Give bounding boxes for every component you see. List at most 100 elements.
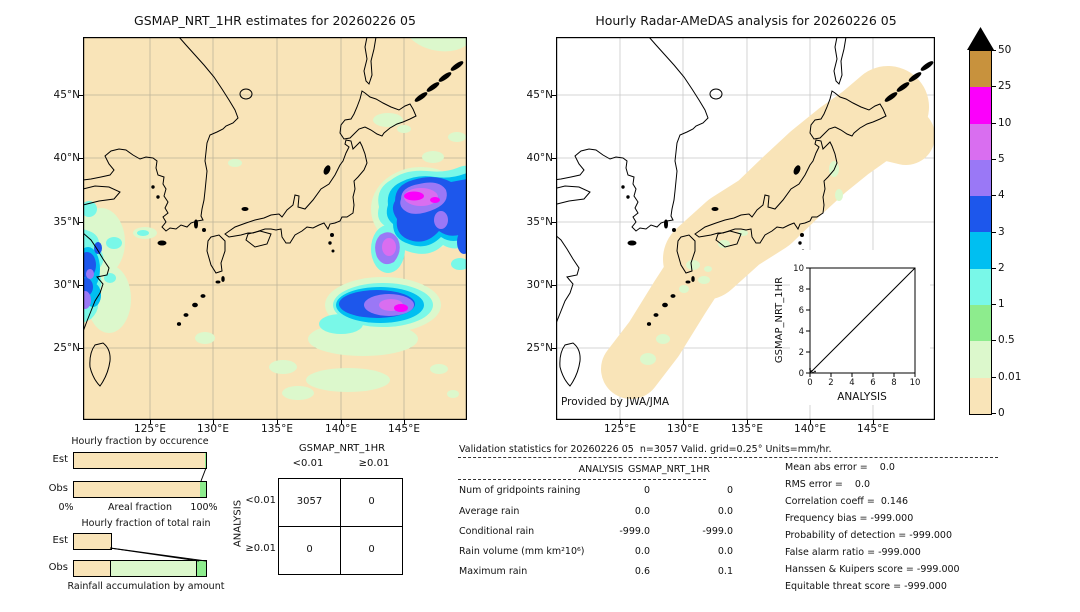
contingency-row-group: ANALYSIS xyxy=(232,499,244,548)
axis-tick xyxy=(404,420,405,424)
bar-segment-moderate xyxy=(197,561,206,576)
axis-tick xyxy=(79,285,83,286)
inset-ytick: 10 xyxy=(793,264,804,274)
colorbar-label-10: 10 xyxy=(998,117,1012,129)
colorbar-label-1: 1 xyxy=(998,298,1005,310)
left-xtick-135e: 135°E xyxy=(261,423,293,435)
contingency-cell-false: 0 xyxy=(368,496,375,507)
right-ytick-40n: 40°N xyxy=(526,152,553,164)
colorbar-label-0p5: 0.5 xyxy=(998,334,1015,346)
bar-segment-dry xyxy=(74,453,205,468)
axis-tick xyxy=(277,420,278,424)
validation-col-analysis: ANALYSIS xyxy=(578,464,624,475)
score-far: False alarm ratio = -999.000 xyxy=(785,547,921,558)
colorbar-label-0p01: 0.01 xyxy=(998,371,1022,383)
colorbar-tick xyxy=(992,123,996,124)
scatter-inset: 0 2 4 6 8 10 10 8 6 4 2 0 GSMAP_NRT_1HR … xyxy=(774,250,930,405)
colorbar-band-5-10 xyxy=(970,123,991,160)
colorbar-band-25-50 xyxy=(970,51,991,88)
stat-row-label: Rain volume (mm km²10⁶) xyxy=(459,546,585,557)
inset-xtick: 8 xyxy=(891,378,896,388)
totalrain-est-label: Est xyxy=(52,535,68,546)
totalrain-obs-bar xyxy=(73,560,207,577)
right-map-title: Hourly Radar-AMeDAS analysis for 2026022… xyxy=(595,13,897,28)
axis-tick xyxy=(79,95,83,96)
colorbar-band-0-001 xyxy=(970,377,991,414)
bar-segment-rain xyxy=(204,453,206,468)
right-xtick-145e: 145°E xyxy=(857,423,889,435)
colorbar-band-10-25 xyxy=(970,87,991,124)
contingency-col-header-lt: <0.01 xyxy=(292,458,324,469)
estimates-map xyxy=(83,37,467,420)
colorbar-label-2: 2 xyxy=(998,262,1005,274)
stat-row-gsmap-value: 0.0 xyxy=(717,506,733,517)
inset-tick-labels: 0 2 4 6 8 10 10 8 6 4 2 0 xyxy=(793,264,920,388)
colorbar-tick xyxy=(992,377,996,378)
colorbar-tick xyxy=(992,195,996,196)
colorbar-band-2-3 xyxy=(970,232,991,269)
inset-xtick: 4 xyxy=(849,378,854,388)
inset-ytick: 0 xyxy=(799,369,804,379)
colorbar-band-3-4 xyxy=(970,196,991,233)
left-map-border xyxy=(83,37,467,420)
validation-title: Validation statistics for 20260226 05 n=… xyxy=(459,444,832,455)
axis-tick xyxy=(552,222,556,223)
occurrence-est-label: Est xyxy=(52,454,68,465)
colorbar-tick xyxy=(992,86,996,87)
colorbar-tick xyxy=(992,413,996,414)
inset-xlabel: ANALYSIS xyxy=(837,391,887,403)
axis-tick xyxy=(747,420,748,424)
occurrence-xtick-100: 100% xyxy=(190,502,218,513)
score-mean-abs-error: Mean abs error = 0.0 xyxy=(785,462,895,473)
totalrain-est-bar xyxy=(73,533,112,550)
colorbar-tick xyxy=(992,50,996,51)
left-ytick-25n: 25°N xyxy=(53,342,80,354)
colorbar-label-0: 0 xyxy=(998,407,1005,419)
contingency-cell-hits-dry: 3057 xyxy=(296,496,323,507)
stat-row-label: Maximum rain xyxy=(459,566,528,577)
identity-line xyxy=(809,267,916,374)
stat-row-label: Num of gridpoints raining xyxy=(459,485,581,496)
colorbar-band-05-1 xyxy=(970,305,991,342)
inset-xtick: 2 xyxy=(828,378,833,388)
bar-segment-trace xyxy=(74,561,111,576)
bar-segment-rain xyxy=(200,482,206,497)
inset-ytick: 2 xyxy=(799,348,804,358)
left-ytick-45n: 45°N xyxy=(53,89,80,101)
occurrence-obs-bar xyxy=(73,481,207,498)
dashed-separator xyxy=(458,479,706,480)
table-divider-horizontal xyxy=(279,526,402,528)
axis-tick xyxy=(341,420,342,424)
colorbar-label-25: 25 xyxy=(998,80,1012,92)
left-ytick-35n: 35°N xyxy=(53,216,80,228)
axis-tick xyxy=(552,348,556,349)
left-xtick-125e: 125°E xyxy=(134,423,166,435)
colorbar-band-4-5 xyxy=(970,159,991,197)
stat-row-analysis-value: 0.6 xyxy=(634,566,650,577)
axis-tick xyxy=(810,420,811,424)
stat-row-analysis-value: 0.0 xyxy=(634,506,650,517)
left-xtick-130e: 130°E xyxy=(197,423,229,435)
colorbar-tick xyxy=(992,159,996,160)
inset-ytick: 6 xyxy=(799,306,804,316)
dashed-separator xyxy=(458,457,998,458)
stat-row-gsmap-value: 0.1 xyxy=(717,566,733,577)
left-map-title: GSMAP_NRT_1HR estimates for 20260226 05 xyxy=(134,13,416,28)
axis-tick xyxy=(213,420,214,424)
colorbar-label-4: 4 xyxy=(998,189,1005,201)
colorbar-label-3: 3 xyxy=(998,226,1005,238)
right-ytick-30n: 30°N xyxy=(526,279,553,291)
left-ytick-30n: 30°N xyxy=(53,279,80,291)
totalrain-obs-label: Obs xyxy=(48,562,68,573)
stat-row-analysis-value: 0 xyxy=(643,485,650,496)
stat-row-gsmap-value: -999.0 xyxy=(702,526,733,537)
axis-tick xyxy=(552,158,556,159)
right-map-border xyxy=(556,37,935,420)
inset-ticks xyxy=(806,267,916,377)
score-hk: Hanssen & Kuipers score = -999.000 xyxy=(785,564,960,575)
colorbar-band-1-2 xyxy=(970,268,991,306)
stat-row-label: Conditional rain xyxy=(459,526,535,537)
right-ytick-25n: 25°N xyxy=(526,342,553,354)
contingency-col-group: GSMAP_NRT_1HR xyxy=(298,443,386,454)
axis-tick xyxy=(873,420,874,424)
